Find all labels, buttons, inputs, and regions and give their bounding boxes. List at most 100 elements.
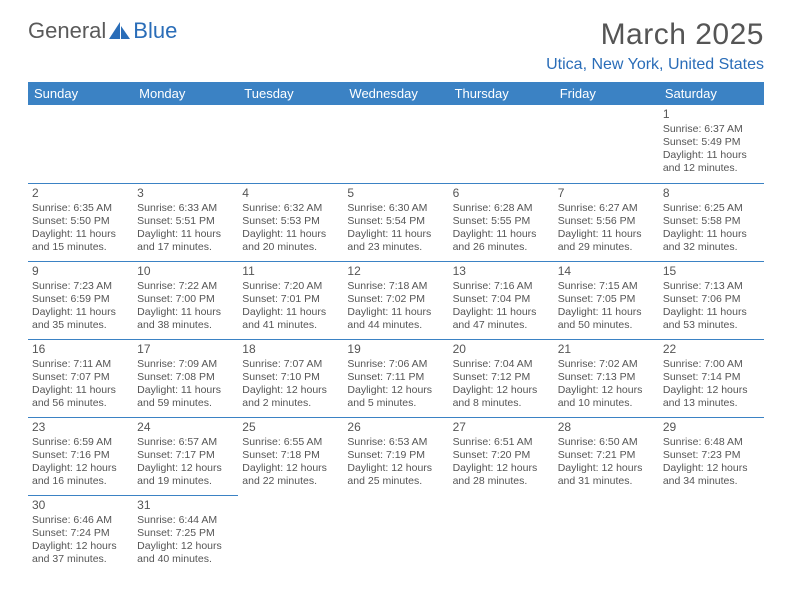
sunset-line: Sunset: 7:20 PM [453, 449, 550, 462]
calendar-cell: 14Sunrise: 7:15 AMSunset: 7:05 PMDayligh… [554, 261, 659, 339]
day-number: 21 [558, 342, 655, 357]
calendar-cell [554, 495, 659, 573]
sunrise-line: Sunrise: 6:50 AM [558, 436, 655, 449]
header-saturday: Saturday [659, 82, 764, 105]
day-number: 19 [347, 342, 444, 357]
calendar-cell: 27Sunrise: 6:51 AMSunset: 7:20 PMDayligh… [449, 417, 554, 495]
day-number: 20 [453, 342, 550, 357]
day-number: 13 [453, 264, 550, 279]
calendar-cell: 6Sunrise: 6:28 AMSunset: 5:55 PMDaylight… [449, 183, 554, 261]
daylight-line-1: Daylight: 12 hours [32, 540, 129, 553]
daylight-line-1: Daylight: 11 hours [137, 228, 234, 241]
day-number: 23 [32, 420, 129, 435]
sunrise-line: Sunrise: 7:07 AM [242, 358, 339, 371]
calendar-week-row: 1Sunrise: 6:37 AMSunset: 5:49 PMDaylight… [28, 105, 764, 183]
calendar-cell: 17Sunrise: 7:09 AMSunset: 7:08 PMDayligh… [133, 339, 238, 417]
sunrise-line: Sunrise: 7:11 AM [32, 358, 129, 371]
sunset-line: Sunset: 7:10 PM [242, 371, 339, 384]
calendar-cell: 24Sunrise: 6:57 AMSunset: 7:17 PMDayligh… [133, 417, 238, 495]
calendar-week-row: 9Sunrise: 7:23 AMSunset: 6:59 PMDaylight… [28, 261, 764, 339]
sunset-line: Sunset: 5:50 PM [32, 215, 129, 228]
header-friday: Friday [554, 82, 659, 105]
day-number: 30 [32, 498, 129, 513]
sunset-line: Sunset: 7:11 PM [347, 371, 444, 384]
sunrise-line: Sunrise: 7:04 AM [453, 358, 550, 371]
daylight-line-2: and 47 minutes. [453, 319, 550, 332]
daylight-line-2: and 59 minutes. [137, 397, 234, 410]
calendar-cell [343, 105, 448, 183]
sunset-line: Sunset: 7:05 PM [558, 293, 655, 306]
daylight-line-1: Daylight: 11 hours [453, 306, 550, 319]
sunrise-line: Sunrise: 6:37 AM [663, 123, 760, 136]
calendar-cell: 23Sunrise: 6:59 AMSunset: 7:16 PMDayligh… [28, 417, 133, 495]
daylight-line-1: Daylight: 11 hours [347, 306, 444, 319]
month-title: March 2025 [546, 18, 764, 52]
daylight-line-1: Daylight: 12 hours [663, 384, 760, 397]
calendar-cell [238, 495, 343, 573]
logo: General Blue [28, 18, 177, 44]
daylight-line-1: Daylight: 11 hours [137, 384, 234, 397]
sunrise-line: Sunrise: 6:59 AM [32, 436, 129, 449]
location-label: Utica, New York, United States [546, 56, 764, 74]
daylight-line-1: Daylight: 12 hours [453, 462, 550, 475]
daylight-line-1: Daylight: 12 hours [453, 384, 550, 397]
calendar-cell: 16Sunrise: 7:11 AMSunset: 7:07 PMDayligh… [28, 339, 133, 417]
calendar-cell: 31Sunrise: 6:44 AMSunset: 7:25 PMDayligh… [133, 495, 238, 573]
sunrise-line: Sunrise: 6:57 AM [137, 436, 234, 449]
daylight-line-2: and 20 minutes. [242, 241, 339, 254]
calendar-week-row: 2Sunrise: 6:35 AMSunset: 5:50 PMDaylight… [28, 183, 764, 261]
day-number: 16 [32, 342, 129, 357]
sunset-line: Sunset: 5:51 PM [137, 215, 234, 228]
daylight-line-1: Daylight: 11 hours [453, 228, 550, 241]
day-header-row: Sunday Monday Tuesday Wednesday Thursday… [28, 82, 764, 105]
calendar-cell: 10Sunrise: 7:22 AMSunset: 7:00 PMDayligh… [133, 261, 238, 339]
daylight-line-1: Daylight: 11 hours [347, 228, 444, 241]
calendar-cell: 3Sunrise: 6:33 AMSunset: 5:51 PMDaylight… [133, 183, 238, 261]
daylight-line-1: Daylight: 12 hours [242, 384, 339, 397]
daylight-line-2: and 37 minutes. [32, 553, 129, 566]
daylight-line-2: and 2 minutes. [242, 397, 339, 410]
day-number: 27 [453, 420, 550, 435]
sunrise-line: Sunrise: 6:51 AM [453, 436, 550, 449]
sunset-line: Sunset: 7:02 PM [347, 293, 444, 306]
sunset-line: Sunset: 7:25 PM [137, 527, 234, 540]
calendar-cell [449, 105, 554, 183]
sunset-line: Sunset: 5:56 PM [558, 215, 655, 228]
calendar-week-row: 23Sunrise: 6:59 AMSunset: 7:16 PMDayligh… [28, 417, 764, 495]
daylight-line-2: and 34 minutes. [663, 475, 760, 488]
sunset-line: Sunset: 5:55 PM [453, 215, 550, 228]
sunrise-line: Sunrise: 7:15 AM [558, 280, 655, 293]
day-number: 9 [32, 264, 129, 279]
header-wednesday: Wednesday [343, 82, 448, 105]
sunrise-line: Sunrise: 6:53 AM [347, 436, 444, 449]
daylight-line-1: Daylight: 11 hours [137, 306, 234, 319]
daylight-line-2: and 29 minutes. [558, 241, 655, 254]
day-number: 5 [347, 186, 444, 201]
daylight-line-2: and 19 minutes. [137, 475, 234, 488]
daylight-line-2: and 28 minutes. [453, 475, 550, 488]
calendar-week-row: 30Sunrise: 6:46 AMSunset: 7:24 PMDayligh… [28, 495, 764, 573]
daylight-line-2: and 10 minutes. [558, 397, 655, 410]
calendar-cell: 15Sunrise: 7:13 AMSunset: 7:06 PMDayligh… [659, 261, 764, 339]
day-number: 8 [663, 186, 760, 201]
sunset-line: Sunset: 6:59 PM [32, 293, 129, 306]
daylight-line-1: Daylight: 11 hours [663, 228, 760, 241]
sunrise-line: Sunrise: 7:06 AM [347, 358, 444, 371]
calendar-cell: 9Sunrise: 7:23 AMSunset: 6:59 PMDaylight… [28, 261, 133, 339]
day-number: 12 [347, 264, 444, 279]
calendar-cell [554, 105, 659, 183]
daylight-line-1: Daylight: 11 hours [242, 306, 339, 319]
sunset-line: Sunset: 7:23 PM [663, 449, 760, 462]
daylight-line-2: and 8 minutes. [453, 397, 550, 410]
calendar-cell: 12Sunrise: 7:18 AMSunset: 7:02 PMDayligh… [343, 261, 448, 339]
daylight-line-1: Daylight: 11 hours [663, 149, 760, 162]
sunset-line: Sunset: 7:04 PM [453, 293, 550, 306]
daylight-line-2: and 16 minutes. [32, 475, 129, 488]
daylight-line-1: Daylight: 12 hours [347, 384, 444, 397]
daylight-line-1: Daylight: 11 hours [663, 306, 760, 319]
header-monday: Monday [133, 82, 238, 105]
calendar-cell: 19Sunrise: 7:06 AMSunset: 7:11 PMDayligh… [343, 339, 448, 417]
daylight-line-1: Daylight: 12 hours [137, 462, 234, 475]
daylight-line-1: Daylight: 12 hours [558, 462, 655, 475]
day-number: 14 [558, 264, 655, 279]
